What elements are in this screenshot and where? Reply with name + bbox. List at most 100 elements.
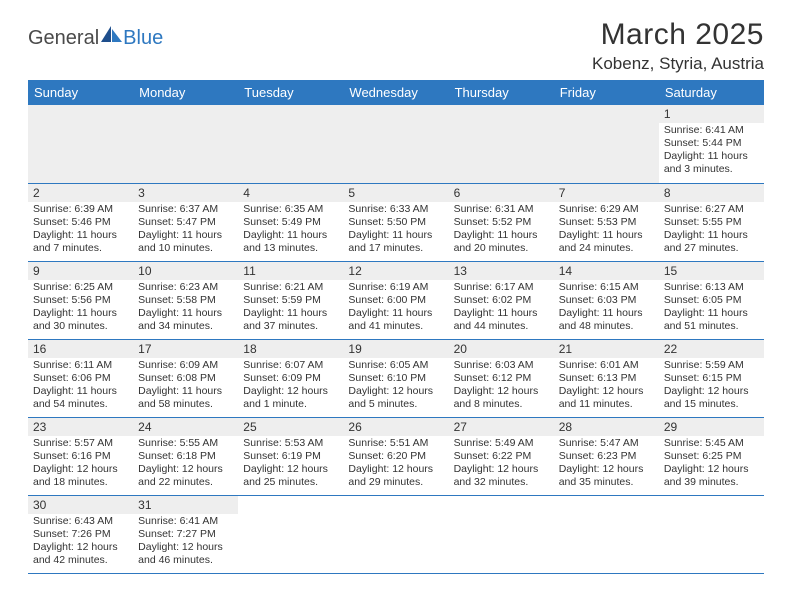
day-details: Sunrise: 5:55 AMSunset: 6:18 PMDaylight:… [133, 436, 238, 493]
day-line: Daylight: 11 hours [138, 307, 233, 320]
day-line: Sunrise: 6:41 AM [664, 124, 759, 137]
day-line: Sunrise: 6:27 AM [664, 203, 759, 216]
day-line: Sunrise: 6:01 AM [559, 359, 654, 372]
day-cell: 14Sunrise: 6:15 AMSunset: 6:03 PMDayligh… [554, 261, 659, 339]
week-row: 16Sunrise: 6:11 AMSunset: 6:06 PMDayligh… [28, 339, 764, 417]
day-cell [238, 105, 343, 183]
day-details: Sunrise: 5:51 AMSunset: 6:20 PMDaylight:… [343, 436, 448, 493]
day-line: Sunset: 5:59 PM [243, 294, 338, 307]
day-number: 19 [343, 340, 448, 358]
day-line: Daylight: 11 hours [664, 307, 759, 320]
day-line: Sunset: 5:49 PM [243, 216, 338, 229]
day-details: Sunrise: 6:01 AMSunset: 6:13 PMDaylight:… [554, 358, 659, 415]
day-line: Sunrise: 6:41 AM [138, 515, 233, 528]
day-line: Sunrise: 6:05 AM [348, 359, 443, 372]
day-line: Sunset: 7:27 PM [138, 528, 233, 541]
day-line: Sunrise: 5:47 AM [559, 437, 654, 450]
day-line: Sunset: 6:00 PM [348, 294, 443, 307]
day-line: and 5 minutes. [348, 398, 443, 411]
day-line: Daylight: 12 hours [138, 463, 233, 476]
day-number: 21 [554, 340, 659, 358]
day-line: and 48 minutes. [559, 320, 654, 333]
week-row: 23Sunrise: 5:57 AMSunset: 6:16 PMDayligh… [28, 417, 764, 495]
day-cell [343, 105, 448, 183]
day-line: and 39 minutes. [664, 476, 759, 489]
day-details: Sunrise: 6:29 AMSunset: 5:53 PMDaylight:… [554, 202, 659, 259]
day-header-row: Sunday Monday Tuesday Wednesday Thursday… [28, 80, 764, 105]
day-details: Sunrise: 6:11 AMSunset: 6:06 PMDaylight:… [28, 358, 133, 415]
day-details: Sunrise: 6:35 AMSunset: 5:49 PMDaylight:… [238, 202, 343, 259]
day-line: and 8 minutes. [454, 398, 549, 411]
day-number: 31 [133, 496, 238, 514]
day-number: 22 [659, 340, 764, 358]
day-cell: 22Sunrise: 5:59 AMSunset: 6:15 PMDayligh… [659, 339, 764, 417]
day-number: 15 [659, 262, 764, 280]
day-number: 5 [343, 184, 448, 202]
day-line: Sunset: 6:10 PM [348, 372, 443, 385]
day-number: 27 [449, 418, 554, 436]
day-line: and 17 minutes. [348, 242, 443, 255]
day-line: Sunset: 6:16 PM [33, 450, 128, 463]
day-details: Sunrise: 6:07 AMSunset: 6:09 PMDaylight:… [238, 358, 343, 415]
day-number: 7 [554, 184, 659, 202]
day-line: Daylight: 11 hours [454, 307, 549, 320]
day-cell: 26Sunrise: 5:51 AMSunset: 6:20 PMDayligh… [343, 417, 448, 495]
day-cell [343, 495, 448, 573]
day-number: 8 [659, 184, 764, 202]
day-line: Sunrise: 6:11 AM [33, 359, 128, 372]
day-line: and 20 minutes. [454, 242, 549, 255]
day-line: and 58 minutes. [138, 398, 233, 411]
day-line: Daylight: 11 hours [664, 150, 759, 163]
day-line: and 42 minutes. [33, 554, 128, 567]
day-line: and 37 minutes. [243, 320, 338, 333]
day-details: Sunrise: 6:41 AMSunset: 7:27 PMDaylight:… [133, 514, 238, 571]
day-cell: 4Sunrise: 6:35 AMSunset: 5:49 PMDaylight… [238, 183, 343, 261]
day-details: Sunrise: 6:25 AMSunset: 5:56 PMDaylight:… [28, 280, 133, 337]
day-line: Sunrise: 5:57 AM [33, 437, 128, 450]
day-details: Sunrise: 6:17 AMSunset: 6:02 PMDaylight:… [449, 280, 554, 337]
day-number: 16 [28, 340, 133, 358]
day-details: Sunrise: 6:09 AMSunset: 6:08 PMDaylight:… [133, 358, 238, 415]
day-line: Daylight: 12 hours [559, 385, 654, 398]
day-number: 9 [28, 262, 133, 280]
day-line: Daylight: 11 hours [243, 229, 338, 242]
day-line: Sunset: 6:19 PM [243, 450, 338, 463]
day-line: and 22 minutes. [138, 476, 233, 489]
day-number: 29 [659, 418, 764, 436]
day-line: Daylight: 11 hours [138, 385, 233, 398]
day-line: Sunset: 6:03 PM [559, 294, 654, 307]
day-cell: 25Sunrise: 5:53 AMSunset: 6:19 PMDayligh… [238, 417, 343, 495]
day-line: Sunset: 6:02 PM [454, 294, 549, 307]
day-line: Sunrise: 5:49 AM [454, 437, 549, 450]
day-line: Sunrise: 6:39 AM [33, 203, 128, 216]
day-line: Sunrise: 6:29 AM [559, 203, 654, 216]
day-line: Daylight: 11 hours [348, 229, 443, 242]
day-line: Daylight: 11 hours [33, 385, 128, 398]
day-header: Tuesday [238, 80, 343, 105]
day-line: and 46 minutes. [138, 554, 233, 567]
day-number: 3 [133, 184, 238, 202]
day-cell [133, 105, 238, 183]
day-line: Sunrise: 6:23 AM [138, 281, 233, 294]
day-cell [449, 495, 554, 573]
day-line: Sunrise: 6:15 AM [559, 281, 654, 294]
day-line: and 35 minutes. [559, 476, 654, 489]
brand-logo: General Blue [28, 26, 163, 51]
day-line: Sunset: 6:12 PM [454, 372, 549, 385]
calendar-page: General Blue March 2025 Kobenz, Styria, … [0, 0, 792, 574]
day-number: 14 [554, 262, 659, 280]
day-cell: 27Sunrise: 5:49 AMSunset: 6:22 PMDayligh… [449, 417, 554, 495]
day-line: and 1 minute. [243, 398, 338, 411]
day-header: Thursday [449, 80, 554, 105]
day-number: 2 [28, 184, 133, 202]
day-line: Sunrise: 6:19 AM [348, 281, 443, 294]
day-line: Daylight: 12 hours [454, 463, 549, 476]
day-cell [28, 105, 133, 183]
day-number: 1 [659, 105, 764, 123]
day-line: Daylight: 11 hours [33, 229, 128, 242]
day-line: Daylight: 11 hours [664, 229, 759, 242]
day-cell: 6Sunrise: 6:31 AMSunset: 5:52 PMDaylight… [449, 183, 554, 261]
day-line: Sunrise: 6:03 AM [454, 359, 549, 372]
day-line: Sunset: 6:22 PM [454, 450, 549, 463]
day-line: and 32 minutes. [454, 476, 549, 489]
